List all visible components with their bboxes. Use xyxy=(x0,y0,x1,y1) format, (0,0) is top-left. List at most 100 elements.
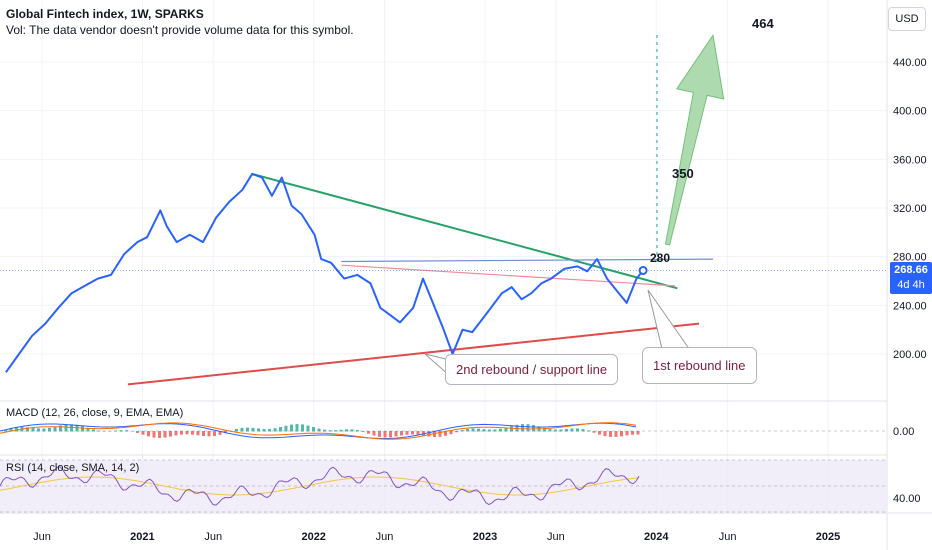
macd-histogram-bar xyxy=(163,431,167,438)
macd-histogram-bar xyxy=(559,429,563,432)
target-arrow xyxy=(664,33,725,246)
macd-histogram-bar xyxy=(576,428,579,432)
macd-histogram-bar xyxy=(147,431,150,437)
macd-histogram-bar xyxy=(174,431,178,436)
macd-histogram-bar xyxy=(625,431,629,436)
y-tick-label: 280.00 xyxy=(893,252,927,264)
macd-histogram-bar xyxy=(378,431,381,437)
macd-histogram-bar xyxy=(224,431,227,434)
volume-note: Vol: The data vendor doesn't provide vol… xyxy=(6,23,354,37)
level-350-label: 350 xyxy=(672,166,694,181)
last-price-tag: 268.66 4d 4h xyxy=(890,262,932,294)
macd-histogram-bar xyxy=(438,431,442,437)
macd-histogram-bar xyxy=(31,427,35,432)
macd-histogram-bar xyxy=(383,431,387,438)
last-price-marker xyxy=(638,265,648,275)
macd-histogram-bar xyxy=(207,431,211,437)
annotation-layer: 464 350 280 xyxy=(424,16,774,377)
macd-histogram-bar xyxy=(554,429,557,432)
macd-histogram-bar xyxy=(42,428,46,432)
macd-histogram-bar xyxy=(389,431,392,438)
symbol-title[interactable]: Global Fintech index, 1W, SPARKS xyxy=(6,7,204,21)
macd-histogram-bar xyxy=(81,426,84,432)
macd-histogram-bar xyxy=(136,431,139,433)
price-line xyxy=(5,172,644,373)
y-tick-label: 200.00 xyxy=(893,349,927,361)
trendline-resistance_280 xyxy=(341,258,714,263)
macd-histogram-bar xyxy=(295,424,299,432)
x-tick-label: 2024 xyxy=(644,531,669,543)
trendline-support xyxy=(127,322,700,386)
macd-histogram-bar xyxy=(306,425,310,432)
macd-histogram-bar xyxy=(609,431,612,437)
macd-histogram-bar xyxy=(345,429,348,432)
x-tick-label: Jun xyxy=(33,531,51,543)
macd-histogram-bar xyxy=(548,429,552,432)
callout-second-rebound[interactable]: 2nd rebound / support line xyxy=(445,354,619,385)
rsi-label[interactable]: RSI (14, close, SMA, 14, 2) xyxy=(6,462,140,474)
currency-button[interactable]: USD xyxy=(888,7,926,31)
macd-histogram-bar xyxy=(339,429,343,432)
macd-histogram-bar xyxy=(570,428,574,432)
macd-histogram-bar xyxy=(213,431,216,437)
macd-histogram-bar xyxy=(361,431,365,432)
macd-histogram-bar xyxy=(521,424,524,432)
macd-histogram-bar xyxy=(240,427,244,432)
macd-histogram-bar xyxy=(636,431,640,435)
macd-histogram-bar xyxy=(284,425,288,432)
macd-histogram-bar xyxy=(246,427,249,432)
callout-first-rebound[interactable]: 1st rebound line xyxy=(642,347,757,384)
macd-histogram-bar xyxy=(4,429,7,432)
callout-pointer-1st xyxy=(647,289,691,351)
macd-histogram-bar xyxy=(262,428,266,432)
macd-histogram-bar xyxy=(317,428,321,432)
x-tick-label: Jun xyxy=(204,531,222,543)
macd-histogram-bar xyxy=(279,427,282,432)
macd-histogram-bar xyxy=(70,424,73,432)
target-label: 464 xyxy=(752,16,774,31)
x-tick-label: Jun xyxy=(719,531,737,543)
macd-histogram-bar xyxy=(125,430,128,432)
x-tick-label: Jun xyxy=(547,531,565,543)
macd-histogram-bar xyxy=(598,431,601,435)
macd-histogram-bar xyxy=(9,427,13,432)
macd-histogram-bar xyxy=(97,430,101,432)
macd-histogram-bar xyxy=(114,430,117,432)
macd-histogram-bar xyxy=(422,431,425,436)
price-series xyxy=(5,172,648,373)
macd-histogram-bar xyxy=(334,430,337,432)
macd-histogram-bar xyxy=(631,431,634,435)
macd-histogram-bar xyxy=(15,427,18,432)
macd-histogram-bar xyxy=(482,429,486,432)
macd-histogram-bar xyxy=(130,431,134,432)
macd-histogram-bar xyxy=(466,428,469,432)
macd-label[interactable]: MACD (12, 26, close, 9, EMA, EMA) xyxy=(6,407,184,419)
macd-histogram-bar xyxy=(268,428,271,432)
macd-histogram-bar xyxy=(290,424,293,432)
macd-histogram-bar xyxy=(119,430,123,432)
y-tick-label: 240.00 xyxy=(893,300,927,312)
macd-histogram-bar xyxy=(356,430,359,432)
macd-histogram-bar xyxy=(427,431,431,437)
time-axis[interactable]: Jun 2021 Jun 2022 Jun 2023 Jun 2024 Jun 2025 xyxy=(0,512,932,543)
chart-header: Global Fintech index, 1W, SPARKS Vol: Th… xyxy=(6,6,354,38)
level-280-label: 280 xyxy=(650,251,670,265)
macd-histogram-bar xyxy=(499,428,502,432)
macd-histogram-bar xyxy=(620,431,623,437)
macd-histogram-bar xyxy=(301,424,304,432)
macd-histogram-bar xyxy=(526,424,530,432)
macd-histogram-bar xyxy=(543,427,546,432)
macd-histogram-bar xyxy=(565,428,568,432)
price-axis[interactable]: 200.00 240.00 280.00 320.00 360.00 400.00 440.… xyxy=(886,0,927,550)
macd-histogram-bar xyxy=(603,431,607,437)
y-tick-label: 440.00 xyxy=(893,57,927,69)
macd-histogram-bar xyxy=(592,431,596,433)
callout-pointer-2nd xyxy=(424,353,451,377)
rsi-tick-label: 40.00 xyxy=(893,493,921,505)
macd-histogram-bar xyxy=(460,430,464,432)
macd-histogram-bar xyxy=(64,424,68,432)
grid xyxy=(0,0,887,512)
macd-histogram-bar xyxy=(455,431,458,433)
macd-histogram-bar xyxy=(48,427,51,432)
